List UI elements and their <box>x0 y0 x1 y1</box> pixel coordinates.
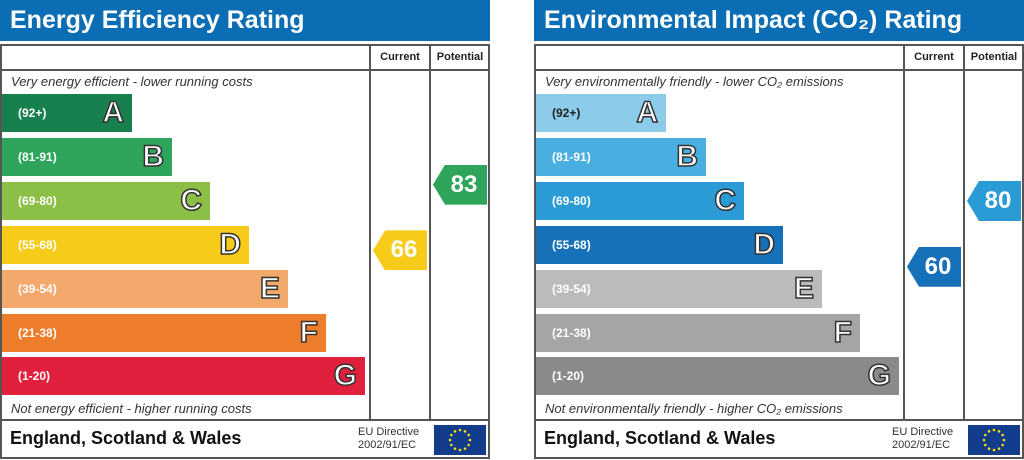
potential-rating-arrow: 80 <box>967 181 1021 221</box>
region-label: England, Scotland & Wales <box>544 428 776 448</box>
column-current: Current <box>380 51 420 63</box>
chart-frame <box>0 44 490 459</box>
eu-flag-icon <box>968 425 1020 455</box>
divider <box>0 69 490 71</box>
band-G: (1-20) G <box>536 357 899 395</box>
band-range: (21-38) <box>18 326 57 340</box>
column-current: Current <box>914 51 954 63</box>
band-range: (39-54) <box>18 282 57 296</box>
eu-directive: EU Directive 2002/91/EC <box>892 426 953 452</box>
band-E: (39-54) E <box>2 270 288 308</box>
band-D: (55-68) D <box>536 226 783 264</box>
column-potential: Potential <box>970 51 1018 63</box>
band-range: (92+) <box>18 106 47 120</box>
band-letter: E <box>259 271 281 306</box>
band-D: (55-68) D <box>2 226 249 264</box>
band-range: (39-54) <box>552 282 591 296</box>
band-A: (92+) A <box>2 94 132 132</box>
band-letter: F <box>299 315 319 350</box>
divider <box>903 44 905 420</box>
environmental-impact-panel: Environmental Impact (CO₂) Rating Curren… <box>534 0 1024 460</box>
band-range: (55-68) <box>18 238 57 252</box>
band-letter: E <box>793 271 815 306</box>
potential-rating-arrow: 83 <box>433 164 487 205</box>
top-note: Very environmentally friendly - lower CO… <box>545 74 844 89</box>
region-label: England, Scotland & Wales <box>10 428 242 448</box>
directive-line-2: 2002/91/EC <box>892 439 951 451</box>
band-letter: D <box>753 227 776 262</box>
eu-flag-icon <box>434 425 486 455</box>
band-B: (81-91) B <box>536 138 706 176</box>
divider <box>534 69 1024 71</box>
eu-directive: EU Directive 2002/91/EC <box>358 426 419 452</box>
divider <box>0 419 490 421</box>
band-E: (39-54) E <box>536 270 822 308</box>
band-range: (21-38) <box>552 326 591 340</box>
band-letter: C <box>180 183 203 218</box>
directive-line-2: 2002/91/EC <box>358 439 417 451</box>
chart-frame <box>534 44 1024 459</box>
band-letter: D <box>219 227 242 262</box>
band-letter: B <box>142 139 165 174</box>
band-letter: A <box>636 95 659 130</box>
band-range: (69-80) <box>18 194 57 208</box>
band-range: (81-91) <box>18 150 57 164</box>
column-potential: Potential <box>436 51 484 63</box>
directive-line-1: EU Directive <box>892 426 954 438</box>
band-C: (69-80) C <box>536 182 744 220</box>
band-range: (92+) <box>552 106 581 120</box>
band-range: (81-91) <box>552 150 591 164</box>
band-range: (69-80) <box>552 194 591 208</box>
divider <box>429 44 431 420</box>
current-rating-arrow: 66 <box>373 230 427 271</box>
band-range: (1-20) <box>18 369 51 383</box>
energy-efficiency-panel: Energy Efficiency Rating Current Potenti… <box>0 0 490 460</box>
top-note: Very energy efficient - lower running co… <box>11 74 253 89</box>
band-letter: G <box>867 358 892 393</box>
band-A: (92+) A <box>536 94 666 132</box>
chart-title: Energy Efficiency Rating <box>0 0 490 41</box>
band-F: (21-38) F <box>2 314 326 352</box>
band-letter: C <box>714 183 737 218</box>
band-F: (21-38) F <box>536 314 860 352</box>
band-letter: F <box>833 315 853 350</box>
band-C: (69-80) C <box>2 182 210 220</box>
band-B: (81-91) B <box>2 138 172 176</box>
bottom-note: Not energy efficient - higher running co… <box>11 401 252 416</box>
divider <box>534 419 1024 421</box>
band-range: (1-20) <box>552 369 585 383</box>
band-letter: A <box>102 95 125 130</box>
band-range: (55-68) <box>552 238 591 252</box>
bottom-note: Not environmentally friendly - higher CO… <box>545 401 843 416</box>
directive-line-1: EU Directive <box>358 426 420 438</box>
current-rating-arrow: 60 <box>907 246 961 287</box>
chart-title: Environmental Impact (CO₂) Rating <box>534 0 1024 41</box>
divider <box>963 44 965 420</box>
band-letter: B <box>676 139 699 174</box>
divider <box>369 44 371 420</box>
band-letter: G <box>333 358 358 393</box>
band-G: (1-20) G <box>2 357 365 395</box>
